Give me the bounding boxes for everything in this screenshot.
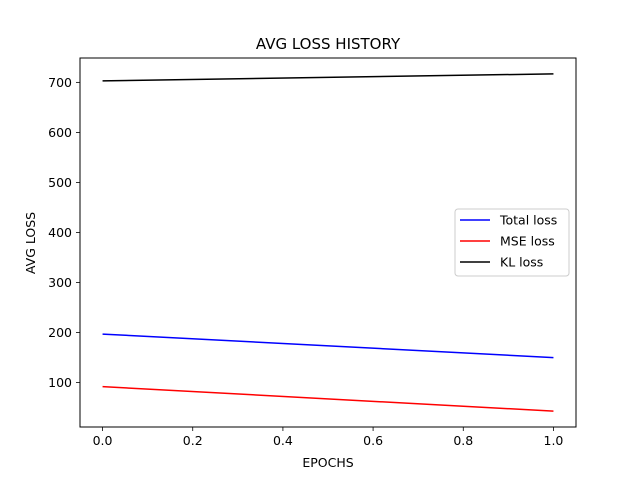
x-tick-label: 0.0	[93, 433, 113, 448]
legend-label-1: MSE loss	[500, 234, 555, 249]
y-tick-label: 700	[48, 75, 72, 90]
series-line-1	[102, 385, 554, 412]
chart-title: AVG LOSS HISTORY	[256, 35, 401, 53]
x-tick-label: 0.4	[273, 433, 293, 448]
legend-label-0: Total loss	[499, 213, 557, 228]
legend: Total loss MSE loss KL loss	[454, 208, 570, 277]
legend-items: Total loss MSE loss KL loss	[460, 213, 557, 270]
plot-frame	[79, 57, 577, 428]
legend-box	[454, 208, 570, 277]
y-tick-label: 300	[48, 275, 72, 290]
x-tick-label: 0.6	[363, 433, 383, 448]
y-tick-label: 200	[48, 325, 72, 340]
y-tick-label: 600	[48, 125, 72, 140]
y-tick-label: 100	[48, 375, 72, 390]
y-axis-label: AVG LOSS	[23, 212, 38, 274]
plot-area: 0.0 0.2 0.4 0.6 0.8 1.0 100 200 300 400 500 600 700	[48, 57, 577, 448]
y-tick-label: 400	[48, 225, 72, 240]
legend-label-2: KL loss	[500, 255, 543, 270]
x-tick-label: 1.0	[544, 433, 564, 448]
x-tick-label: 0.8	[453, 433, 473, 448]
series-line-0	[102, 333, 554, 359]
x-axis-ticks: 0.0 0.2 0.4 0.6 0.8 1.0	[93, 427, 564, 448]
y-axis-ticks: 100 200 300 400 500 600 700	[48, 75, 80, 390]
x-tick-label: 0.2	[183, 433, 203, 448]
series-layer	[102, 73, 554, 412]
series-line-2	[102, 73, 554, 82]
y-tick-label: 500	[48, 175, 72, 190]
x-axis-label: EPOCHS	[302, 455, 353, 470]
